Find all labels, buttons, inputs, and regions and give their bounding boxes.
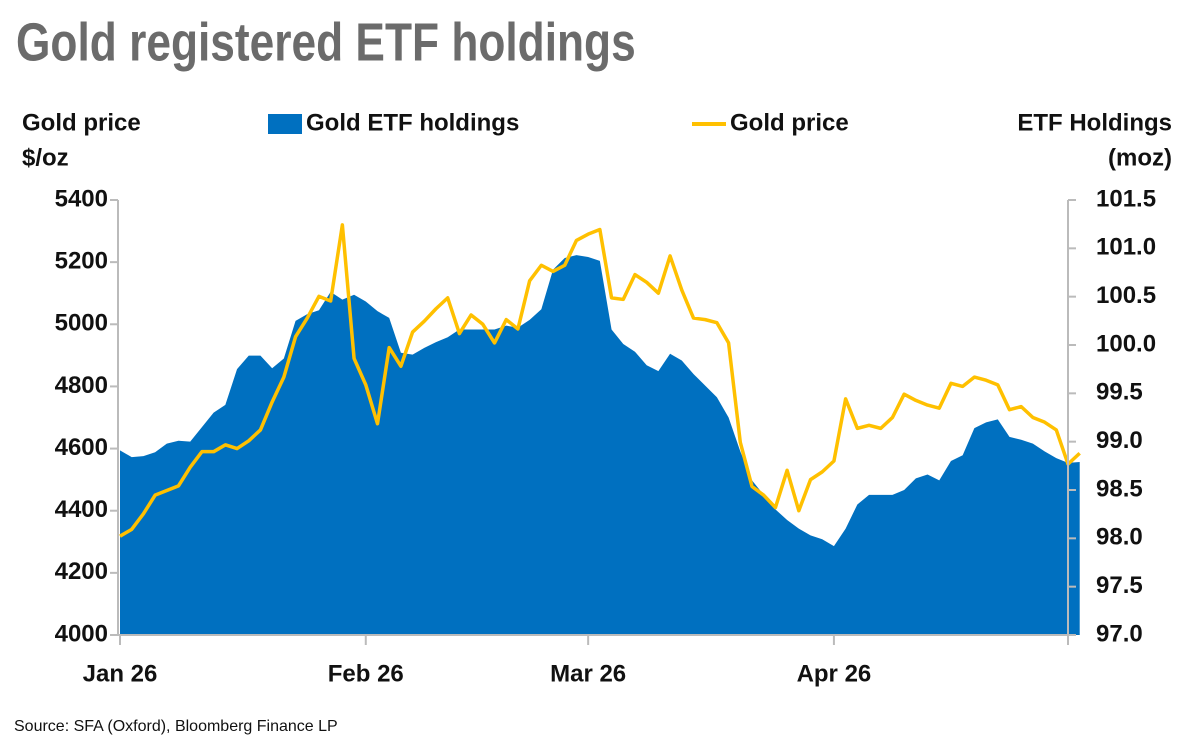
y2-tick-label: 101.0 (1096, 234, 1156, 261)
y-tick-label: 5400 (55, 185, 108, 212)
line (119, 223, 1081, 538)
y2-tick-label: 98.5 (1096, 475, 1143, 502)
y2-tick-label: 101.5 (1096, 185, 1156, 212)
y2-tick-label: 97.5 (1096, 572, 1143, 599)
x-tick-label: Jan 26 (83, 660, 158, 687)
y-axis-label: Gold price (22, 109, 141, 136)
y-tick-label: 5000 (55, 310, 108, 337)
legend-label: Gold price (730, 109, 849, 136)
y2-tick-label: 97.0 (1096, 620, 1143, 647)
x-tick-label: Feb 26 (328, 660, 404, 687)
y-tick-label: 4000 (55, 620, 108, 647)
legend-label: Gold ETF holdings (306, 109, 519, 136)
x-tick-label: Apr 26 (797, 660, 872, 687)
y-axis-label: $/oz (22, 144, 69, 171)
y-tick-label: 4600 (55, 434, 108, 461)
y2-tick-label: 99.0 (1096, 427, 1143, 454)
y2-tick-label: 100.5 (1096, 282, 1156, 309)
title-group: Gold registered ETF holdings (16, 12, 636, 72)
y-tick-label: 5200 (55, 247, 108, 274)
source-note: Source: SFA (Oxford), Bloomberg Finance … (14, 718, 338, 735)
y2-tick-label: 100.0 (1096, 330, 1156, 357)
y-tick-label: 4400 (55, 496, 108, 523)
y2-tick-label: 99.5 (1096, 379, 1143, 406)
chart-title: Gold registered ETF holdings (16, 12, 636, 72)
y-tick-label: 4200 (55, 558, 108, 585)
y2-axis-label: (moz) (1108, 144, 1172, 171)
y2-axis-label: ETF Holdings (1017, 109, 1172, 136)
y-tick-label: 4800 (55, 372, 108, 399)
legend-swatch (268, 114, 302, 134)
y2-tick-label: 98.0 (1096, 524, 1143, 551)
area (120, 255, 1080, 635)
x-tick-label: Mar 26 (550, 660, 626, 687)
